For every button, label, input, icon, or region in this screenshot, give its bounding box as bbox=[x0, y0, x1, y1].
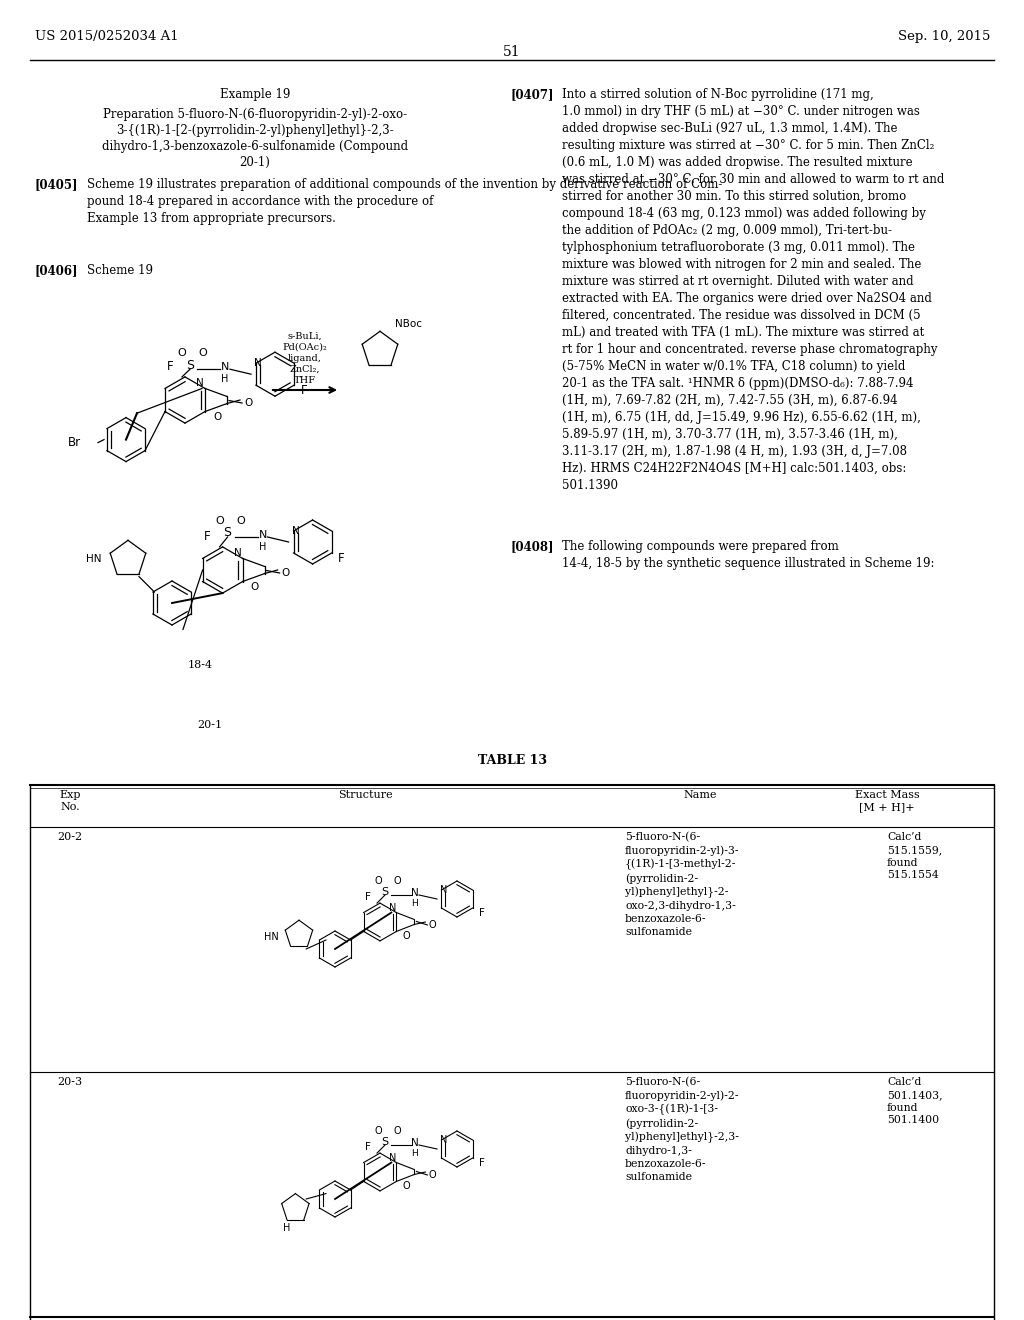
Text: Preparation 5-fluoro-N-(6-fluoropyridin-2-yl)-2-oxo-: Preparation 5-fluoro-N-(6-fluoropyridin-… bbox=[103, 108, 408, 121]
Text: O: O bbox=[244, 399, 252, 408]
Text: US 2015/0252034 A1: US 2015/0252034 A1 bbox=[35, 30, 178, 44]
Text: The following compounds were prepared from
14-4, 18-5 by the synthetic sequence : The following compounds were prepared fr… bbox=[562, 540, 935, 570]
Text: 3-{(1R)-1-[2-(pyrrolidin-2-yl)phenyl]ethyl}-2,3-: 3-{(1R)-1-[2-(pyrrolidin-2-yl)phenyl]eth… bbox=[116, 124, 394, 137]
Text: 5-fluoro-N-(6-
fluoropyridin-2-yl)-3-
{(1R)-1-[3-methyl-2-
(pyrrolidin-2-
yl)phe: 5-fluoro-N-(6- fluoropyridin-2-yl)-3- {(… bbox=[625, 832, 739, 936]
Text: HN: HN bbox=[264, 932, 280, 941]
Text: 51: 51 bbox=[503, 45, 521, 59]
Text: F: F bbox=[366, 1142, 371, 1152]
Text: F: F bbox=[301, 384, 307, 397]
Text: O: O bbox=[393, 1126, 400, 1137]
Text: O: O bbox=[402, 1181, 411, 1192]
Text: O: O bbox=[177, 348, 186, 358]
Text: N: N bbox=[439, 1135, 447, 1144]
Text: Structure: Structure bbox=[338, 789, 392, 800]
Text: H: H bbox=[259, 543, 266, 552]
Text: dihydro-1,3-benzoxazole-6-sulfonamide (Compound: dihydro-1,3-benzoxazole-6-sulfonamide (C… bbox=[102, 140, 408, 153]
Text: 20-1): 20-1) bbox=[240, 156, 270, 169]
Text: s-BuLi,
Pd(OAc)₂
ligand,
ZnCl₂,
THF: s-BuLi, Pd(OAc)₂ ligand, ZnCl₂, THF bbox=[283, 331, 328, 385]
Text: N: N bbox=[389, 1152, 396, 1163]
Text: [0405]: [0405] bbox=[35, 178, 79, 191]
Text: S: S bbox=[381, 887, 388, 898]
Text: O: O bbox=[429, 920, 436, 931]
Text: TABLE 13: TABLE 13 bbox=[477, 754, 547, 767]
Text: O: O bbox=[402, 932, 411, 941]
Text: N: N bbox=[221, 362, 229, 372]
Text: N: N bbox=[411, 888, 419, 898]
Text: Calc’d
501.1403,
found
501.1400: Calc’d 501.1403, found 501.1400 bbox=[887, 1077, 943, 1126]
Text: F: F bbox=[478, 908, 484, 917]
Text: N: N bbox=[233, 548, 242, 558]
Text: F: F bbox=[478, 1158, 484, 1168]
Text: N: N bbox=[439, 884, 447, 895]
Text: S: S bbox=[381, 1137, 388, 1147]
Text: N: N bbox=[254, 358, 262, 368]
Text: HN: HN bbox=[86, 554, 101, 564]
Text: H: H bbox=[412, 1150, 419, 1159]
Text: NBoc: NBoc bbox=[395, 318, 422, 329]
Text: 20-1: 20-1 bbox=[198, 719, 222, 730]
Text: O: O bbox=[374, 876, 382, 886]
Text: Scheme 19 illustrates preparation of additional compounds of the invention by de: Scheme 19 illustrates preparation of add… bbox=[87, 178, 722, 224]
Text: O: O bbox=[282, 568, 290, 578]
Text: O: O bbox=[213, 412, 221, 421]
Text: F: F bbox=[338, 552, 345, 565]
Text: O: O bbox=[237, 516, 245, 525]
Text: N: N bbox=[389, 903, 396, 912]
Text: O: O bbox=[199, 348, 208, 358]
Text: F: F bbox=[204, 531, 211, 544]
Text: N: N bbox=[258, 531, 267, 540]
Text: H: H bbox=[221, 374, 228, 384]
Text: N: N bbox=[197, 379, 204, 388]
Text: Into a stirred solution of N-Boc pyrrolidine (171 mg,
1.0 mmol) in dry THF (5 mL: Into a stirred solution of N-Boc pyrroli… bbox=[562, 88, 944, 492]
Text: Scheme 19: Scheme 19 bbox=[87, 264, 153, 277]
Text: 20-2: 20-2 bbox=[57, 832, 83, 842]
Text: H: H bbox=[412, 899, 419, 908]
Text: Br: Br bbox=[68, 436, 81, 449]
Text: S: S bbox=[186, 359, 194, 372]
Text: F: F bbox=[366, 892, 371, 902]
Text: [0407]: [0407] bbox=[510, 88, 554, 102]
Text: Calc’d
515.1559,
found
515.1554: Calc’d 515.1559, found 515.1554 bbox=[887, 832, 942, 880]
Text: 5-fluoro-N-(6-
fluoropyridin-2-yl)-2-
oxo-3-{(1R)-1-[3-
(pyrrolidin-2-
yl)phenyl: 5-fluoro-N-(6- fluoropyridin-2-yl)-2- ox… bbox=[625, 1077, 739, 1181]
Text: F: F bbox=[167, 360, 173, 374]
Text: 18-4: 18-4 bbox=[187, 660, 213, 671]
Text: S: S bbox=[223, 527, 231, 540]
Text: 20-3: 20-3 bbox=[57, 1077, 83, 1086]
Text: O: O bbox=[251, 582, 259, 591]
Text: N: N bbox=[411, 1138, 419, 1148]
Text: O: O bbox=[429, 1170, 436, 1180]
Text: Exp
No.: Exp No. bbox=[59, 789, 81, 812]
Text: N: N bbox=[292, 525, 299, 536]
Text: [0406]: [0406] bbox=[35, 264, 79, 277]
Text: Name: Name bbox=[683, 789, 717, 800]
Text: Example 19: Example 19 bbox=[220, 88, 290, 102]
Text: O: O bbox=[374, 1126, 382, 1137]
Text: O: O bbox=[215, 516, 224, 525]
Text: Sep. 10, 2015: Sep. 10, 2015 bbox=[898, 30, 990, 44]
Text: H: H bbox=[283, 1222, 290, 1233]
Text: [0408]: [0408] bbox=[510, 540, 554, 553]
Text: O: O bbox=[393, 876, 400, 886]
Text: Exact Mass
[M + H]+: Exact Mass [M + H]+ bbox=[855, 789, 920, 812]
